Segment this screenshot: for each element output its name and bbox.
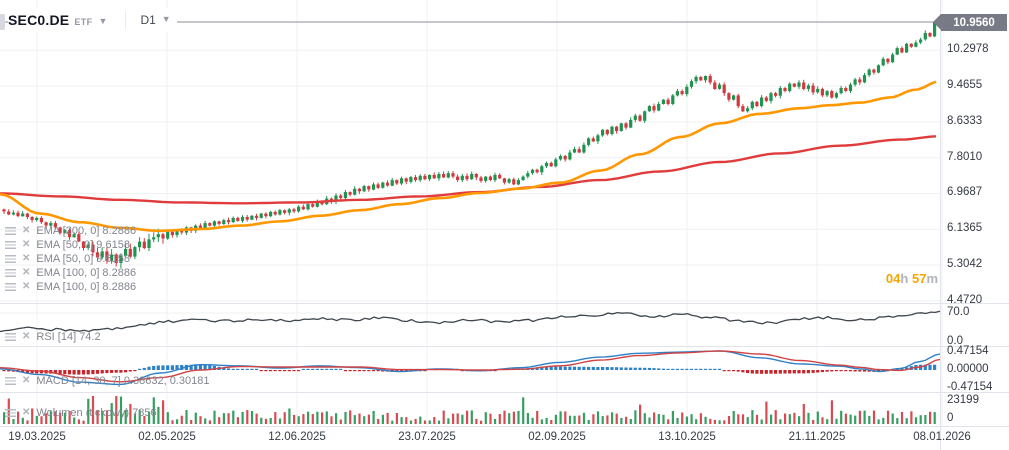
last-price-tag: 10.9560: [933, 14, 1007, 31]
macd-lines: [0, 350, 941, 386]
countdown-minutes: 57: [911, 271, 927, 286]
indicator-legend-label: EMA [100, 0] 8.2886: [36, 280, 137, 293]
toolbar-collapse-handle[interactable]: [0, 14, 5, 30]
price-axis-tick: 9.4655: [947, 79, 983, 92]
header-divider: [125, 11, 127, 29]
macd-signal-line: [0, 350, 941, 383]
price-axis-tick: 6.1365: [947, 222, 983, 235]
price-axis-tick: 4.4720: [947, 293, 983, 306]
time-axis-tick[interactable]: 02.09.2025: [528, 431, 586, 443]
timeframe-label: D1: [140, 13, 156, 27]
rsi-line: [0, 310, 941, 333]
indicator-settings-icon[interactable]: [5, 376, 16, 385]
indicator-legend-label: EMA [50, 0] 9.6158: [36, 252, 130, 265]
ema200-line: [0, 135, 937, 205]
time-axis-tick[interactable]: 02.05.2025: [138, 431, 196, 443]
indicator-settings-icon[interactable]: [5, 268, 16, 277]
indicator-legend-label: MACD [14, 30, 7] 0.38632, 0.30181: [36, 374, 210, 387]
countdown-hours: 04: [885, 271, 901, 286]
indicator-legend-label: Wolumen (tickowy) 7856: [36, 406, 157, 419]
price-axis-tick: 6.9687: [947, 186, 983, 199]
indicator-legend-label: EMA [50, 0] 9.6158: [36, 238, 130, 251]
indicator-legend-label: RSI [14] 74.2: [36, 330, 101, 343]
price-axis-tick: 10.2978: [947, 43, 989, 56]
indicator-settings-icon[interactable]: [5, 332, 16, 341]
chevron-down-icon: ▼: [161, 14, 171, 24]
rsi-pane: [0, 310, 941, 333]
price-axis-tick: 7.8010: [947, 150, 983, 163]
macd-legend: ✕ MACD [14, 30, 7] 0.38632, 0.30181: [5, 374, 209, 387]
ema50-line: [0, 80, 937, 233]
indicator-remove-icon[interactable]: ✕: [22, 224, 31, 236]
indicator-legend-label: EMA [100, 0] 8.2886: [36, 266, 137, 279]
chart-header: SEC0.DE ETF ▼ D1 ▼: [8, 8, 177, 32]
indicator-remove-icon[interactable]: ✕: [22, 406, 31, 418]
indicator-remove-icon[interactable]: ✕: [22, 252, 31, 264]
rsi-axis-tick: 70.0: [947, 306, 970, 318]
volume-axis-tick: 23199: [947, 394, 979, 406]
indicator-settings-icon[interactable]: [5, 282, 16, 291]
price-axis-tick: 5.3042: [947, 258, 983, 271]
indicator-settings-icon[interactable]: [5, 240, 16, 249]
indicator-legend-label: EMA [200, 0] 8.2886: [36, 224, 137, 237]
macd-axis-tick: 0.00000: [947, 363, 989, 375]
price-tag-notch: [933, 14, 941, 30]
volume-legend: ✕ Wolumen (tickowy) 7856: [5, 406, 157, 419]
indicator-settings-icon[interactable]: [5, 408, 16, 417]
time-axis-tick[interactable]: 13.10.2025: [658, 431, 716, 443]
time-axis-tick[interactable]: 21.11.2025: [788, 431, 846, 443]
grid-layer: [0, 0, 943, 426]
rsi-axis-tick: 0.0: [947, 335, 963, 347]
time-axis-tick[interactable]: 19.03.2025: [8, 431, 66, 443]
chevron-down-icon: ▼: [98, 16, 108, 26]
indicator-remove-icon[interactable]: ✕: [22, 238, 31, 250]
macd-axis-tick: 0.47154: [947, 345, 989, 358]
indicator-remove-icon[interactable]: ✕: [22, 374, 31, 386]
ema-overlays: [0, 80, 937, 233]
countdown-hours-unit: h: [900, 271, 909, 286]
indicator-remove-icon[interactable]: ✕: [22, 280, 31, 292]
countdown-minutes-unit: m: [926, 271, 938, 286]
macd-axis-tick: -0.47154: [947, 380, 993, 393]
indicator-settings-icon[interactable]: [5, 254, 16, 263]
price-axis-tick: 8.6333: [947, 114, 983, 127]
ema-legend: ✕ EMA [50, 0] 9.6158: [5, 238, 130, 251]
time-axis-tick[interactable]: 08.01.2026: [913, 431, 971, 443]
timeframe-dropdown-button[interactable]: D1 ▼: [140, 13, 170, 27]
indicator-settings-icon[interactable]: [5, 226, 16, 235]
last-price-value: 10.9560: [953, 16, 995, 29]
time-axis-tick[interactable]: 12.06.2025: [268, 431, 326, 443]
ema-legend: ✕ EMA [50, 0] 9.6158: [5, 252, 130, 265]
time-axis-tick[interactable]: 23.07.2025: [398, 431, 456, 443]
volume-axis-tick: 0: [947, 412, 954, 424]
indicator-remove-icon[interactable]: ✕: [22, 330, 31, 342]
ema-legend: ✕ EMA [100, 0] 8.2886: [5, 266, 136, 279]
ema-legend: ✕ EMA [100, 0] 8.2886: [5, 280, 136, 293]
ema-legend: ✕ EMA [200, 0] 8.2886: [5, 224, 136, 237]
rsi-legend: ✕ RSI [14] 74.2: [5, 330, 101, 343]
symbol-dropdown-button[interactable]: SEC0.DE ETF ▼: [8, 12, 107, 28]
bar-close-countdown: 04h 57m: [862, 271, 938, 286]
instrument-type-label: ETF: [74, 17, 93, 27]
indicator-remove-icon[interactable]: ✕: [22, 266, 31, 278]
symbol-label: SEC0.DE: [8, 12, 70, 28]
